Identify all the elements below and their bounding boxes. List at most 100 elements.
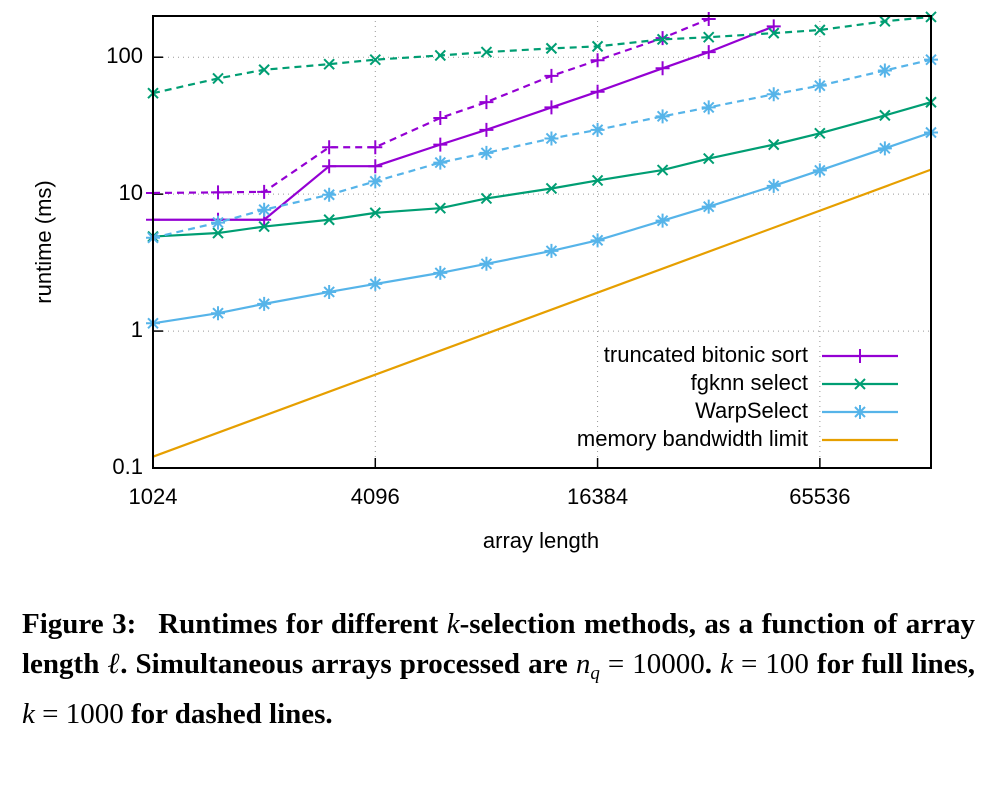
- data-point: [211, 185, 226, 200]
- caption-text: = 1000: [34, 698, 124, 730]
- data-point: [591, 40, 604, 53]
- data-point: [768, 27, 780, 39]
- data-point: [211, 306, 226, 321]
- data-point: [258, 220, 270, 233]
- data-point: [479, 122, 494, 137]
- data-point: [322, 159, 337, 174]
- data-point: [212, 72, 224, 85]
- data-point: [590, 122, 605, 137]
- y-tick-label: 100: [106, 43, 143, 68]
- data-point: [433, 265, 448, 280]
- data-point: [655, 109, 670, 124]
- data-point: [766, 19, 781, 34]
- data-point: [590, 84, 605, 99]
- data-point: [368, 276, 383, 291]
- data-point: [656, 33, 669, 46]
- data-point: [877, 141, 892, 156]
- data-point: [368, 174, 383, 189]
- data-point: [812, 78, 827, 93]
- legend-label: truncated bitonic sort: [604, 342, 808, 367]
- caption-text: for full lines,: [808, 648, 976, 680]
- data-point: [368, 159, 383, 174]
- data-point: [433, 137, 448, 152]
- data-point: [480, 192, 493, 205]
- caption-text: Figure 3:: [22, 608, 137, 640]
- series-line: [153, 25, 775, 221]
- caption-text: k: [720, 648, 733, 680]
- x-axis-label: array length: [483, 528, 599, 553]
- legend-marker: [854, 378, 866, 390]
- data-point: [211, 215, 226, 230]
- data-point: [701, 100, 716, 115]
- legend-marker: [853, 405, 867, 419]
- data-point: [322, 187, 337, 202]
- data-point: [434, 49, 447, 62]
- x-tick-label: 16384: [567, 484, 628, 509]
- data-point: [701, 12, 716, 27]
- legend-label: memory bandwidth limit: [577, 426, 808, 451]
- data-point: [369, 207, 381, 219]
- legend-label: fgknn select: [691, 370, 808, 395]
- caption-text: .: [704, 648, 721, 680]
- data-point: [814, 127, 826, 140]
- data-point: [879, 109, 891, 122]
- y-tick-label: 0.1: [112, 454, 143, 479]
- data-point: [257, 296, 272, 311]
- data-point: [433, 110, 448, 125]
- data-point: [479, 145, 494, 160]
- data-point: [703, 31, 715, 43]
- y-axis-label: runtime (ms): [31, 180, 56, 303]
- plot-frame: [152, 15, 932, 469]
- chart: array length runtime (ms) 0.1 1 10 100 1024 4…: [31, 11, 938, 553]
- data-point: [545, 42, 558, 55]
- caption-text: = 100: [732, 648, 809, 680]
- data-point: [590, 53, 605, 68]
- data-point: [544, 100, 559, 115]
- data-point: [877, 63, 892, 78]
- y-tick-label: 1: [131, 317, 143, 342]
- caption-text: ℓ: [107, 648, 121, 680]
- legend-marker: [853, 349, 867, 363]
- data-point: [544, 68, 559, 83]
- series-line: [152, 168, 932, 458]
- data-point: [766, 178, 781, 193]
- data-point: [212, 227, 224, 239]
- caption-text: -selection methods, as a function of arr…: [22, 608, 975, 680]
- data-point: [879, 15, 891, 27]
- data-point: [701, 199, 716, 214]
- data-point: [258, 64, 270, 76]
- caption-text: Runtimes for different: [158, 608, 447, 640]
- data-point: [655, 213, 670, 228]
- data-point: [479, 256, 494, 271]
- data-point: [257, 184, 272, 199]
- caption-text: = 10000: [599, 648, 705, 680]
- data-point: [257, 202, 272, 217]
- data-point: [544, 131, 559, 146]
- data-point: [545, 182, 558, 195]
- legend-label: WarpSelect: [695, 398, 808, 423]
- data-point: [322, 284, 337, 299]
- data-point: [480, 46, 493, 58]
- data-point: [590, 233, 605, 248]
- data-point: [768, 138, 780, 151]
- x-tick-label: 65536: [789, 484, 850, 509]
- caption-text: n: [575, 648, 591, 680]
- data-point: [766, 87, 781, 102]
- data-point: [544, 243, 559, 258]
- caption-text: for dashed lines.: [123, 698, 333, 730]
- x-tick-label: 1024: [129, 484, 178, 509]
- data-point: [703, 152, 715, 165]
- data-point: [323, 58, 335, 70]
- data-point: [812, 163, 827, 178]
- data-point: [591, 174, 604, 187]
- series-line: [152, 131, 932, 325]
- series-line: [152, 18, 710, 195]
- data-point: [323, 214, 335, 226]
- caption-text: . Simultaneous arrays processed are: [120, 648, 576, 680]
- y-tick-label: 10: [119, 180, 143, 205]
- caption-text: q: [590, 663, 600, 684]
- data-point: [368, 140, 383, 155]
- data-point: [701, 45, 716, 60]
- data-point: [656, 164, 669, 176]
